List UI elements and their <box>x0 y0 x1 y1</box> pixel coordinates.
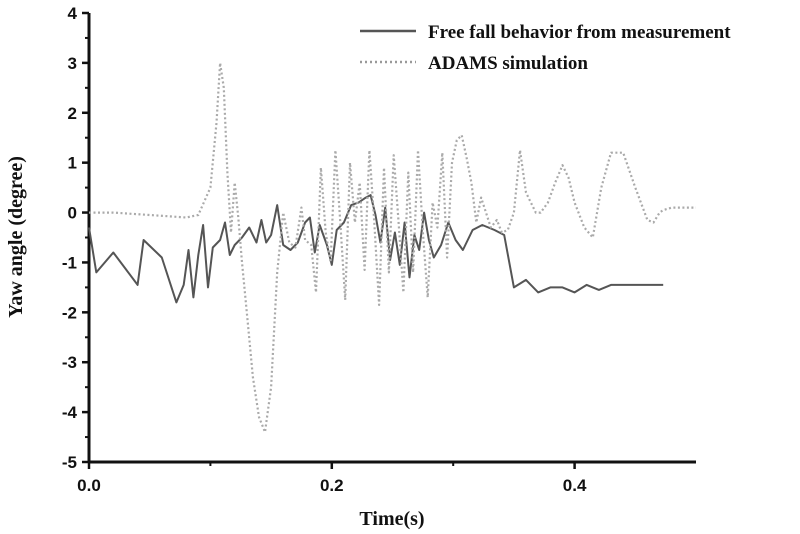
y-tick-label: -5 <box>62 453 77 472</box>
series-layer <box>88 61 696 434</box>
y-tick-label: -1 <box>62 253 77 272</box>
x-tick-label: 0.0 <box>77 476 101 495</box>
y-tick-label: -2 <box>62 303 77 322</box>
series-line-measurement <box>88 194 664 304</box>
y-tick-label: 3 <box>68 54 77 73</box>
y-tick-label: 4 <box>68 4 78 23</box>
x-tick-label: 0.4 <box>563 476 587 495</box>
plot-area: 4 3 2 1 0 -1 -2 -3 -4 -5 0.0 0.2 0.4 <box>62 4 696 495</box>
y-axis-title: Yaw angle (degree) <box>5 156 27 318</box>
y-tick-label: 2 <box>68 104 77 123</box>
legend: Free fall behavior from measurement ADAM… <box>360 22 731 74</box>
x-tick-label: 0.2 <box>320 476 344 495</box>
y-ticks: 4 3 2 1 0 -1 -2 -3 -4 -5 <box>62 4 89 472</box>
legend-label-simulation: ADAMS simulation <box>428 53 588 74</box>
y-tick-label: 0 <box>68 204 77 223</box>
legend-label-measurement: Free fall behavior from measurement <box>428 22 731 43</box>
y-tick-label: 1 <box>68 154 77 173</box>
y-tick-label: -4 <box>62 403 78 422</box>
plot-frame <box>89 13 696 462</box>
x-ticks: 0.0 0.2 0.4 <box>77 462 587 495</box>
y-tick-label: -3 <box>62 353 77 372</box>
series-line-adams-simulation <box>89 61 696 434</box>
x-axis-title: Time(s) <box>359 508 424 530</box>
